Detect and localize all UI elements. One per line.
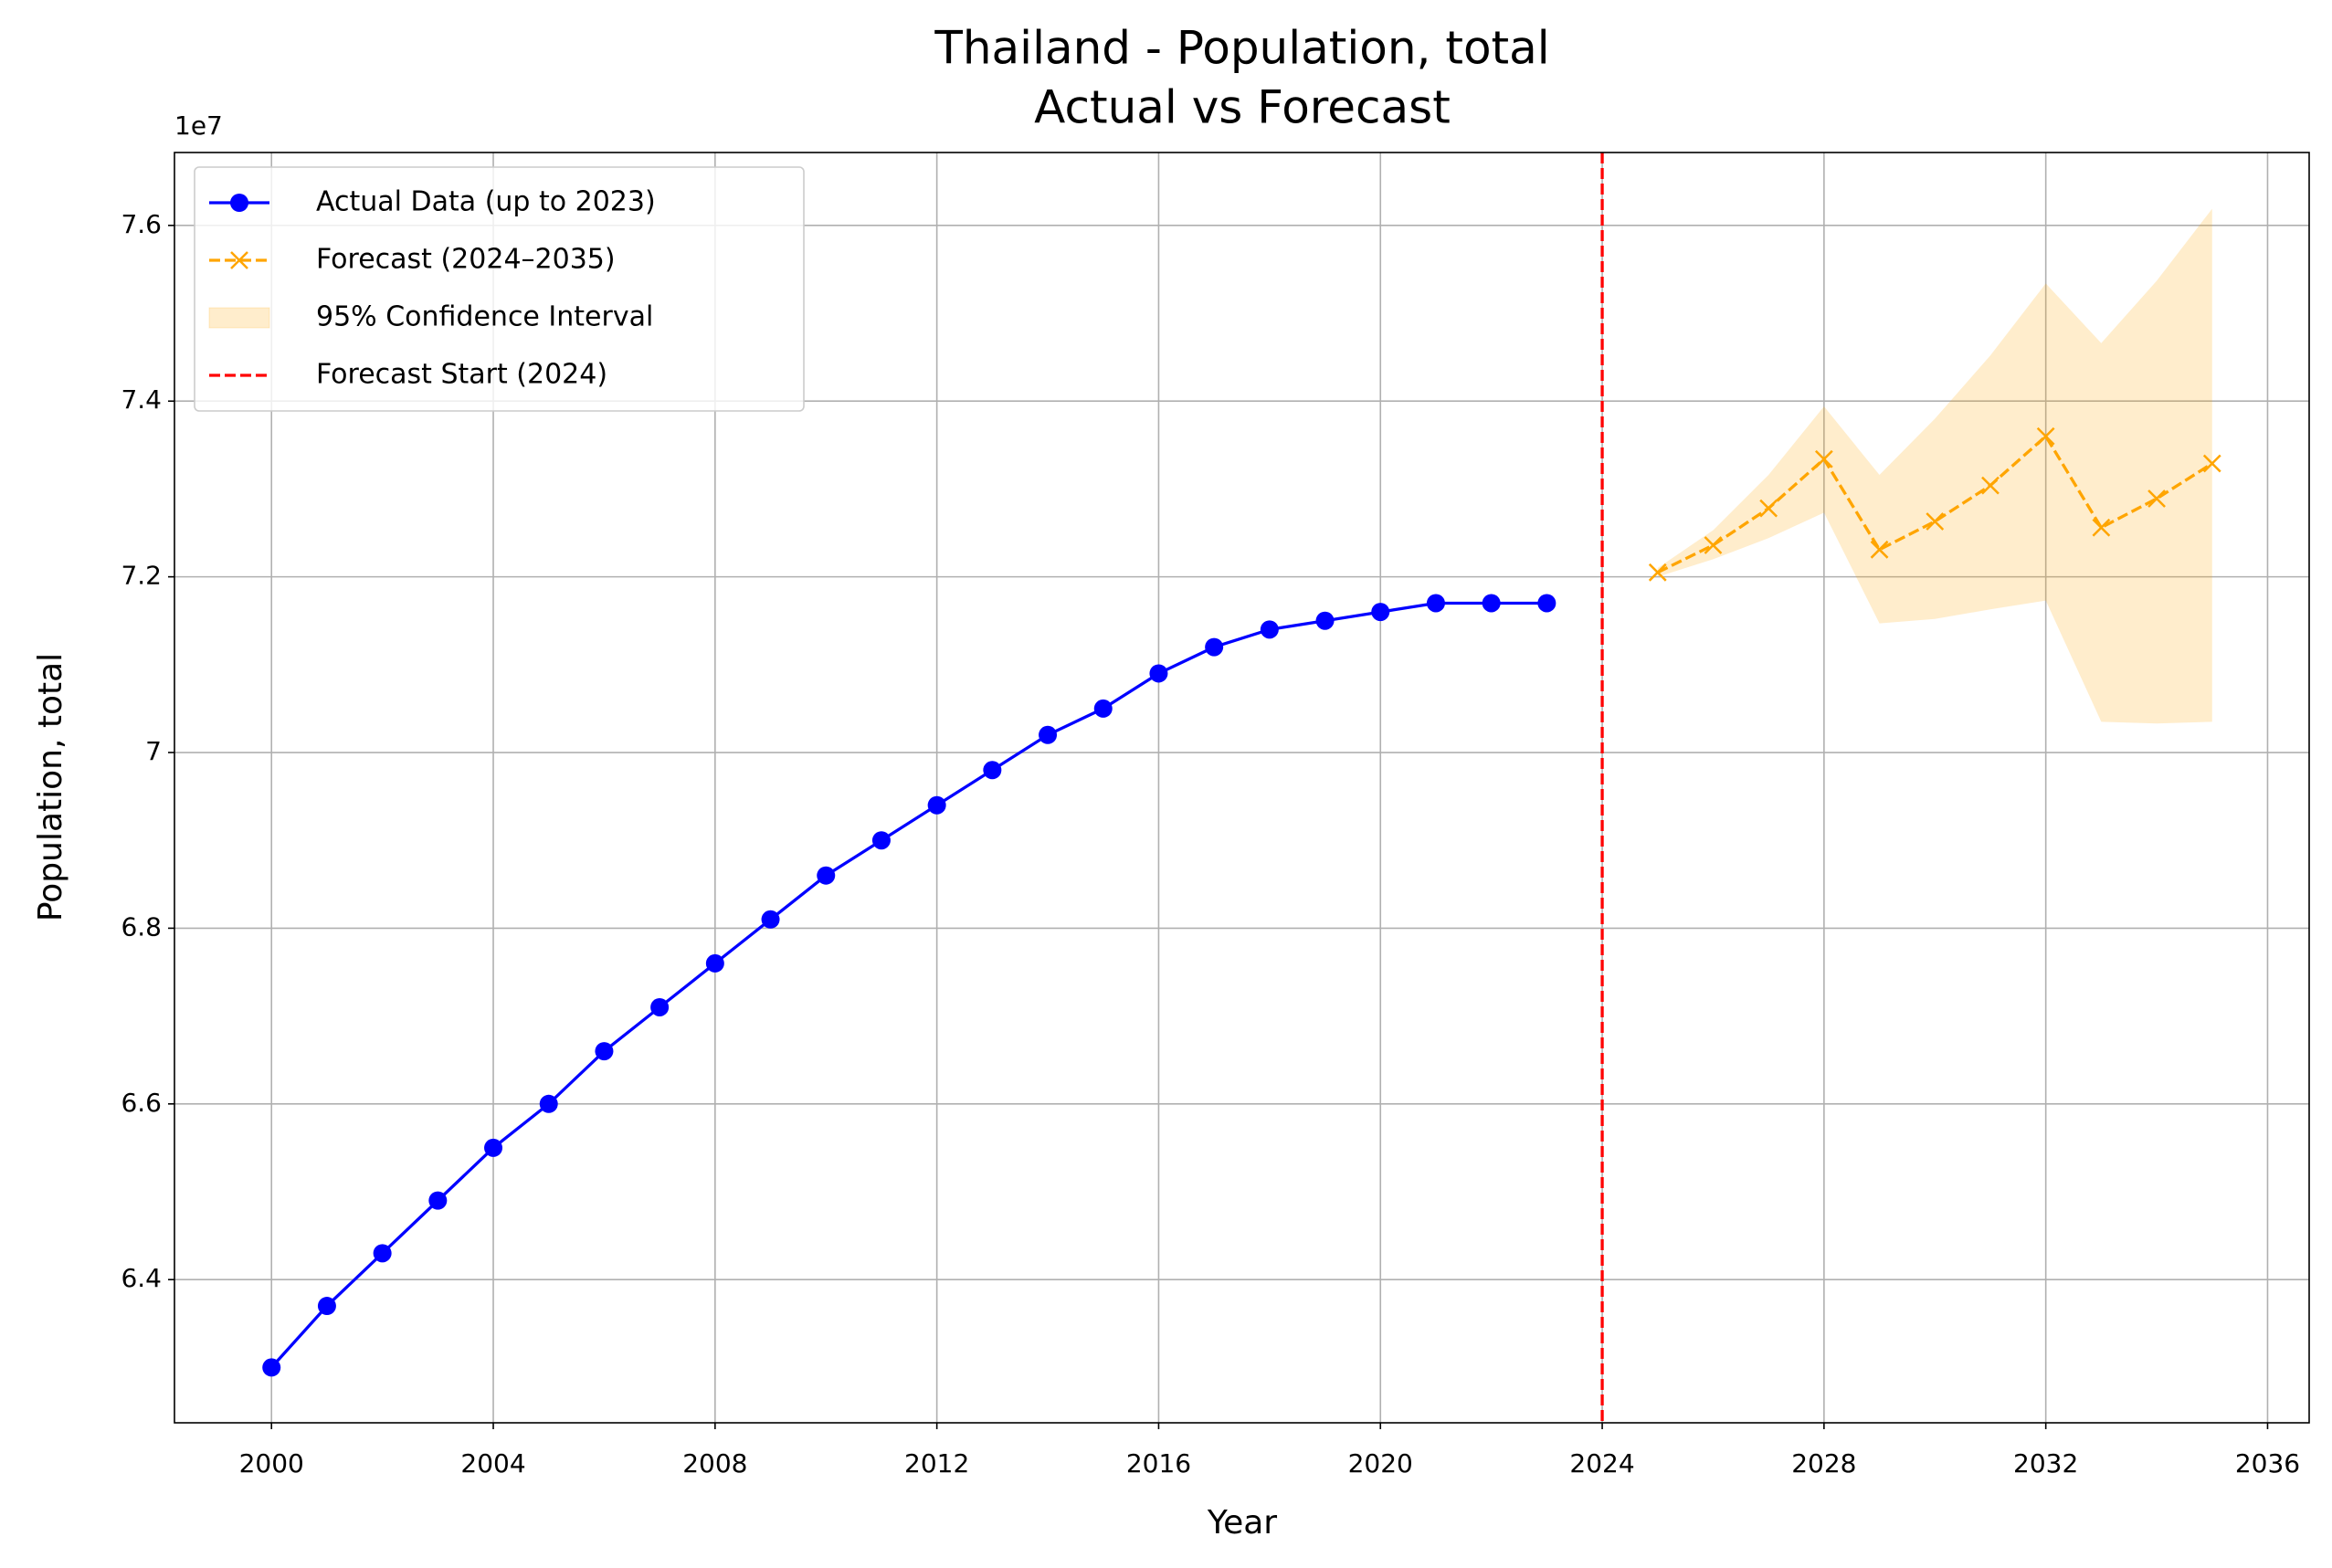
x-tick-label: 2020 (1348, 1448, 1413, 1479)
x-axis-label: Year (1207, 1504, 1277, 1542)
legend-marker (230, 194, 248, 212)
data-point (2092, 518, 2111, 537)
y-tick-label: 6.4 (121, 1263, 162, 1293)
legend-label: 95% Confidence Interval (316, 301, 653, 333)
data-point (1093, 699, 1113, 718)
plot-frame (174, 152, 2310, 1424)
data-point (428, 1191, 448, 1210)
data-point (1260, 620, 1279, 639)
data-point (927, 795, 946, 815)
y-axis-label: Population, total (32, 653, 69, 921)
data-point (317, 1297, 336, 1316)
data-point (262, 1358, 281, 1377)
x-tick-label: 2004 (460, 1448, 525, 1479)
y-tick-label: 7.4 (121, 384, 162, 415)
data-point (2202, 454, 2221, 473)
x-tick-label: 2012 (904, 1448, 969, 1479)
data-point (1149, 664, 1168, 683)
data-point (2147, 489, 2166, 508)
data-point (595, 1042, 614, 1061)
x-tick-label: 2036 (2235, 1448, 2300, 1479)
data-point (1704, 536, 1723, 554)
data-point (484, 1138, 503, 1157)
legend-marker (230, 251, 248, 269)
data-point (1981, 476, 2000, 495)
data-point (1039, 725, 1058, 744)
legend: Actual Data (up to 2023) Forecast (2024–2… (194, 166, 805, 412)
data-point (1814, 449, 1833, 468)
data-point (1648, 563, 1667, 582)
legend-label: Forecast Start (2024) (316, 359, 607, 391)
x-tick-label: 2016 (1126, 1448, 1191, 1479)
data-point (1759, 499, 1778, 518)
y-tick-label: 6.6 (121, 1088, 162, 1118)
confidence-band (1657, 208, 2212, 724)
data-point (373, 1244, 392, 1263)
data-point (817, 866, 836, 885)
legend-label: Actual Data (up to 2023) (316, 186, 656, 218)
data-point (1926, 512, 1945, 531)
data-point (1870, 540, 1889, 559)
data-point (1371, 603, 1390, 622)
y-offset-label: 1e7 (174, 110, 223, 141)
data-line (270, 601, 1547, 1369)
data-point (539, 1094, 558, 1113)
x-tick-label: 2032 (2013, 1448, 2078, 1479)
data-point (650, 997, 670, 1016)
x-tick-label: 2028 (1791, 1448, 1856, 1479)
data-line (1657, 434, 2213, 574)
data-point (1426, 594, 1445, 613)
legend-box (194, 166, 805, 412)
chart-title: Thailand - Population, total (934, 22, 1549, 75)
y-tick-label: 7 (145, 736, 162, 766)
y-tick-label: 7.6 (121, 209, 162, 239)
data-point (2036, 426, 2055, 446)
data-point (1482, 594, 1501, 613)
data-point (1315, 611, 1335, 630)
x-tick-label: 2000 (239, 1448, 304, 1479)
y-tick-label: 6.8 (121, 911, 162, 942)
data-point (983, 761, 1002, 780)
x-tick-label: 2024 (1569, 1448, 1634, 1479)
chart-subtitle: Actual vs Forecast (1034, 81, 1451, 134)
data-point (1205, 637, 1224, 657)
x-tick-label: 2008 (682, 1448, 747, 1479)
data-point (761, 910, 780, 929)
legend-swatch (208, 307, 270, 329)
data-point (1537, 594, 1556, 613)
data-point (871, 831, 891, 850)
legend-label: Forecast (2024–2035) (316, 244, 616, 276)
data-point (705, 953, 724, 973)
y-tick-label: 7.2 (121, 561, 162, 591)
